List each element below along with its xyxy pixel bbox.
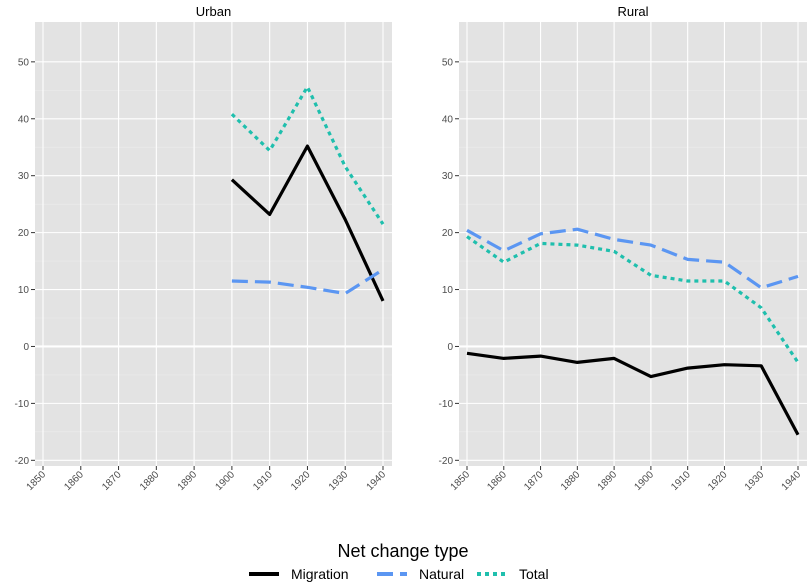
- y-tick-label: 40: [18, 114, 30, 125]
- x-tick-label: 1900: [213, 469, 237, 493]
- chart-panels: Urban -20 -10 0 10 20 30 40 50 1850 1860 1870 1880 18…: [15, 4, 807, 493]
- y-tick-label: 0: [447, 342, 453, 353]
- y-tick-label: 20: [18, 228, 30, 239]
- x-tick-label: 1910: [251, 469, 275, 493]
- series-line-migration: [230, 144, 385, 302]
- x-tick-label: 1850: [25, 469, 49, 493]
- y-tick-label: 50: [442, 57, 454, 68]
- y-tick-label: -20: [15, 456, 30, 467]
- y-tick-label: 10: [442, 285, 454, 296]
- legend-label: Migration: [291, 566, 349, 582]
- y-tick-label: 30: [18, 171, 30, 182]
- y-tick-label: -10: [439, 399, 454, 410]
- series-line-natural: [466, 227, 799, 290]
- y-tick-label: 40: [442, 114, 454, 125]
- x-tick-label: 1910: [669, 469, 693, 493]
- panel-background: [459, 22, 807, 466]
- x-tick-label: 1930: [327, 469, 351, 493]
- x-tick-label: 1850: [449, 469, 473, 493]
- y-tick-label: 10: [18, 285, 30, 296]
- series-group: [466, 227, 800, 436]
- x-tick-label: 1940: [780, 469, 804, 493]
- y-tick-label: 0: [23, 342, 29, 353]
- series-line-total: [230, 85, 385, 225]
- panel-rural: Rural -20 -10 0 10 20 30 40 50 1850 1860 1870 1880 18…: [439, 4, 807, 493]
- legend-label: Natural: [419, 566, 464, 582]
- panel-background: [35, 22, 392, 466]
- x-tick-label: 1860: [485, 469, 509, 493]
- x-tick-label: 1860: [62, 469, 86, 493]
- panel-title: Rural: [617, 4, 648, 19]
- series-line-migration: [466, 351, 800, 436]
- series-line-total: [466, 235, 800, 364]
- legend-label: Total: [519, 566, 549, 582]
- y-tick-label: 20: [442, 228, 454, 239]
- x-tick-label: 1890: [596, 469, 620, 493]
- panel-title: Urban: [196, 4, 231, 19]
- legend-entry-migration: Migration: [249, 566, 349, 582]
- x-tick-label: 1870: [522, 469, 546, 493]
- x-tick-label: 1870: [100, 469, 124, 493]
- x-tick-label: 1880: [559, 469, 583, 493]
- y-tick-label: 50: [18, 57, 30, 68]
- x-tick-label: 1930: [743, 469, 767, 493]
- y-tick-label: -20: [439, 456, 454, 467]
- panel-urban: Urban -20 -10 0 10 20 30 40 50 1850 1860 1870 1880 18…: [15, 4, 392, 493]
- legend-title: Net change type: [337, 541, 468, 561]
- legend-entry-natural: Natural: [377, 566, 464, 582]
- x-tick-label: 1920: [706, 469, 730, 493]
- x-tick-label: 1900: [632, 469, 656, 493]
- y-tick-label: -10: [15, 399, 30, 410]
- y-tick-label: 30: [442, 171, 454, 182]
- legend: Net change type Migration Natural Total: [249, 541, 549, 582]
- x-tick-label: 1920: [289, 469, 313, 493]
- x-tick-label: 1940: [365, 469, 389, 493]
- x-tick-label: 1880: [138, 469, 162, 493]
- series-line-natural: [231, 268, 384, 296]
- legend-entry-total: Total: [477, 566, 549, 582]
- x-tick-label: 1890: [176, 469, 200, 493]
- series-group: [230, 85, 385, 302]
